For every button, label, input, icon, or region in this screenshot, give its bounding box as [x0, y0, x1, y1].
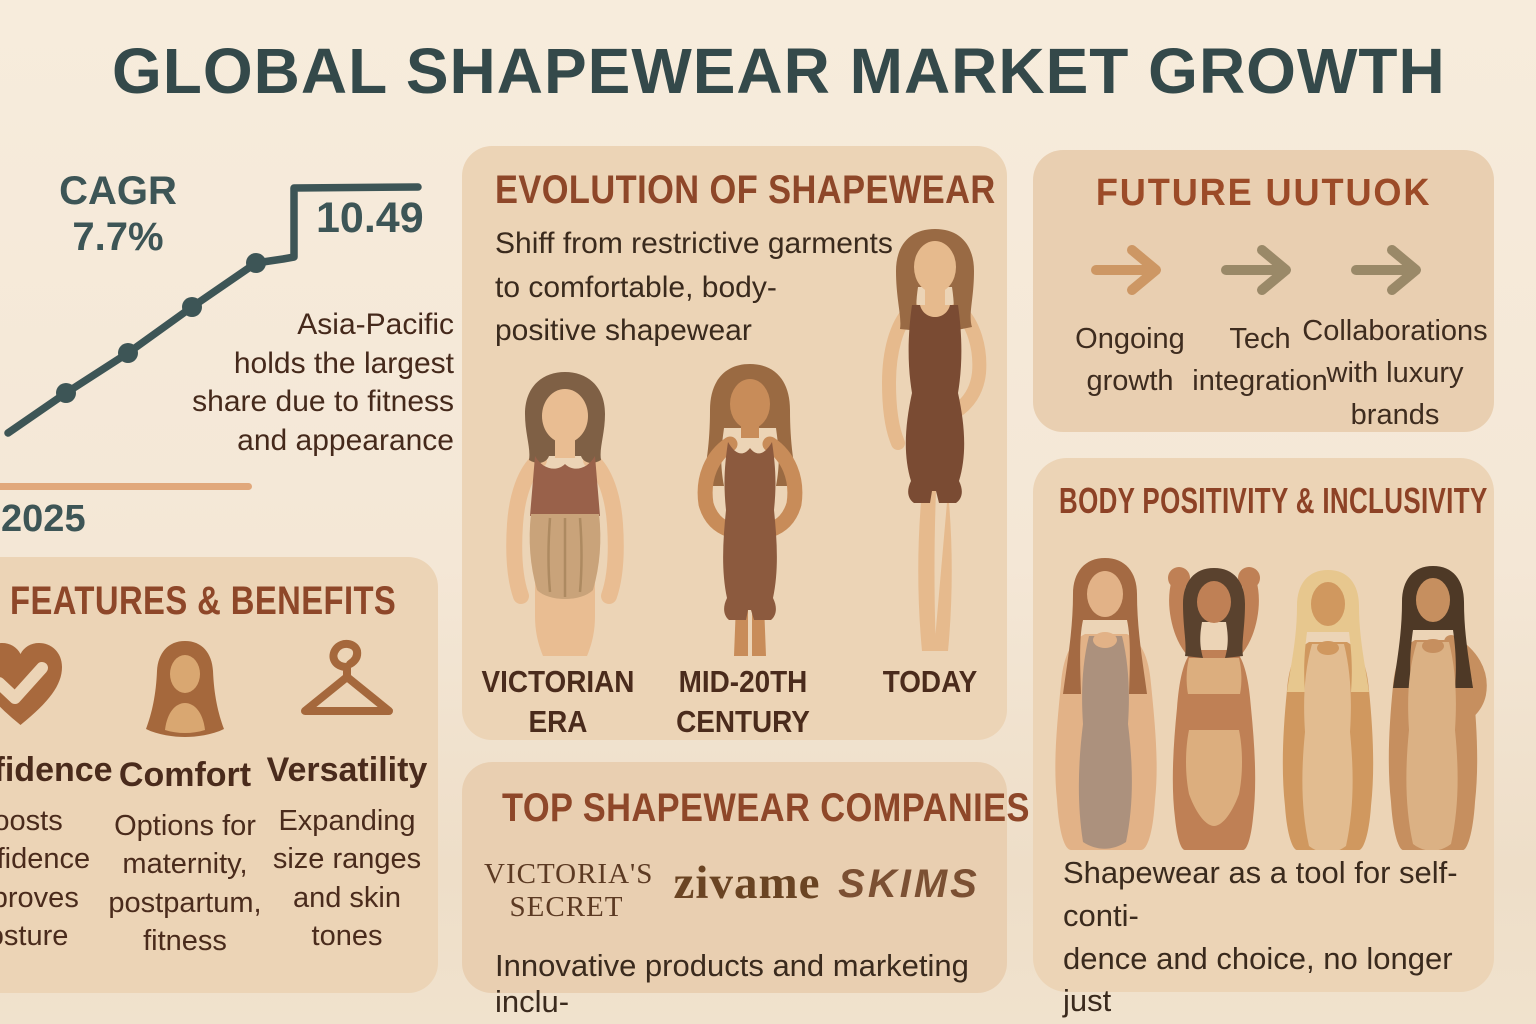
axis-year-label: '2025 — [0, 498, 86, 540]
hanger-icon — [301, 640, 393, 715]
skims-logo: SKIMS — [838, 862, 980, 906]
outlook-item-tech-integration: Tech integration — [1192, 323, 1328, 398]
features-benefits-panel: FEATURES & BENEFITS Confidence boosts co… — [0, 557, 438, 993]
evolution-panel: EVOLUTION OF SHAPEWEAR Shiff from restri… — [462, 146, 1007, 740]
future-outlook-panel: FUTURE UUTUOK Ongoing growth Tech integr… — [1033, 150, 1494, 432]
heart-check-icon — [0, 643, 62, 725]
market-growth-line-chart — [4, 183, 422, 437]
era-label-mid20th: MID-20TH CENTURY — [676, 664, 810, 739]
feature-label: Comfort — [118, 756, 252, 794]
mid-20th-century-figure-illustration — [697, 364, 803, 656]
chart-axis-line — [0, 483, 252, 490]
feature-description: boosts confidence improves posture — [0, 805, 91, 952]
victorias-secret-logo: VICTORIA'S SECRET — [484, 858, 654, 924]
note-line: holds the largest — [233, 346, 454, 380]
feature-item-confidence: Confidence boosts confidence improves po… — [0, 637, 120, 955]
arrow-right-icon — [1351, 245, 1421, 295]
features-heading: FEATURES & BENEFITS — [10, 579, 397, 623]
outlook-heading: FUTURE UUTUOK — [1095, 172, 1432, 214]
body-positivity-heading: BODY POSITIVITY & INCLUSIVITY — [1059, 480, 1488, 521]
feature-label: Confidence — [0, 751, 113, 789]
feature-item-comfort: Comfort Options for maternity, postpartu… — [85, 637, 285, 960]
feature-label: Versatility — [266, 751, 428, 789]
note-line: share due to fitness — [192, 385, 454, 419]
diverse-women-illustration — [1055, 558, 1487, 850]
evolution-body-text: Shiff from restrictive garments to comfo… — [495, 227, 893, 347]
body-positivity-panel: BODY POSITIVITY & INCLUSIVITY — [1033, 458, 1494, 1018]
feature-description: Options for maternity, postpartum, fitne… — [108, 810, 262, 957]
era-label-today: TODAY — [882, 664, 978, 699]
note-line: Asia-Pacific — [297, 308, 454, 341]
peak-value-label: 10.49 — [316, 194, 424, 242]
page-title: GLOBAL SHAPEWEAR MARKET GROWTH — [112, 35, 1446, 107]
era-label-victorian: VICTORIAN ERA — [481, 664, 635, 739]
woman-icon — [145, 641, 224, 737]
evolution-heading: EVOLUTION OF SHAPEWEAR — [495, 168, 996, 212]
note-line: and appearance — [237, 424, 454, 458]
arrow-right-icon — [1091, 245, 1161, 295]
growth-line-markers — [56, 253, 266, 403]
companies-panel: TOP SHAPEWEAR COMPANIES VICTORIA'S SECRE… — [462, 762, 1029, 1019]
outlook-item-ongoing-growth: Ongoing growth — [1075, 323, 1185, 398]
cagr-value: 7.7% — [72, 215, 164, 259]
companies-heading: TOP SHAPEWEAR COMPANIES — [502, 786, 1030, 830]
cagr-label: CAGR — [59, 169, 177, 213]
victorian-era-figure-illustration — [506, 372, 624, 656]
feature-description: Expanding size ranges and skin tones — [272, 805, 422, 952]
today-figure-illustration — [881, 229, 987, 651]
feature-item-versatility: Versatility Expanding size ranges and sk… — [247, 637, 447, 955]
cagr-callout: CAGR 7.7% — [48, 168, 188, 260]
arrow-right-icon — [1221, 245, 1291, 295]
body-positivity-body-text: Shapewear as a tool for self-conti- denc… — [1063, 855, 1458, 1019]
zivame-logo: zivame — [673, 857, 821, 909]
asia-pacific-note: Asia-Pacific holds the largest share due… — [120, 306, 454, 461]
outlook-item-collaborations: Collaborations with luxury brands — [1302, 315, 1488, 432]
companies-caption: Innovative products and marketing inclu- — [495, 948, 969, 1019]
